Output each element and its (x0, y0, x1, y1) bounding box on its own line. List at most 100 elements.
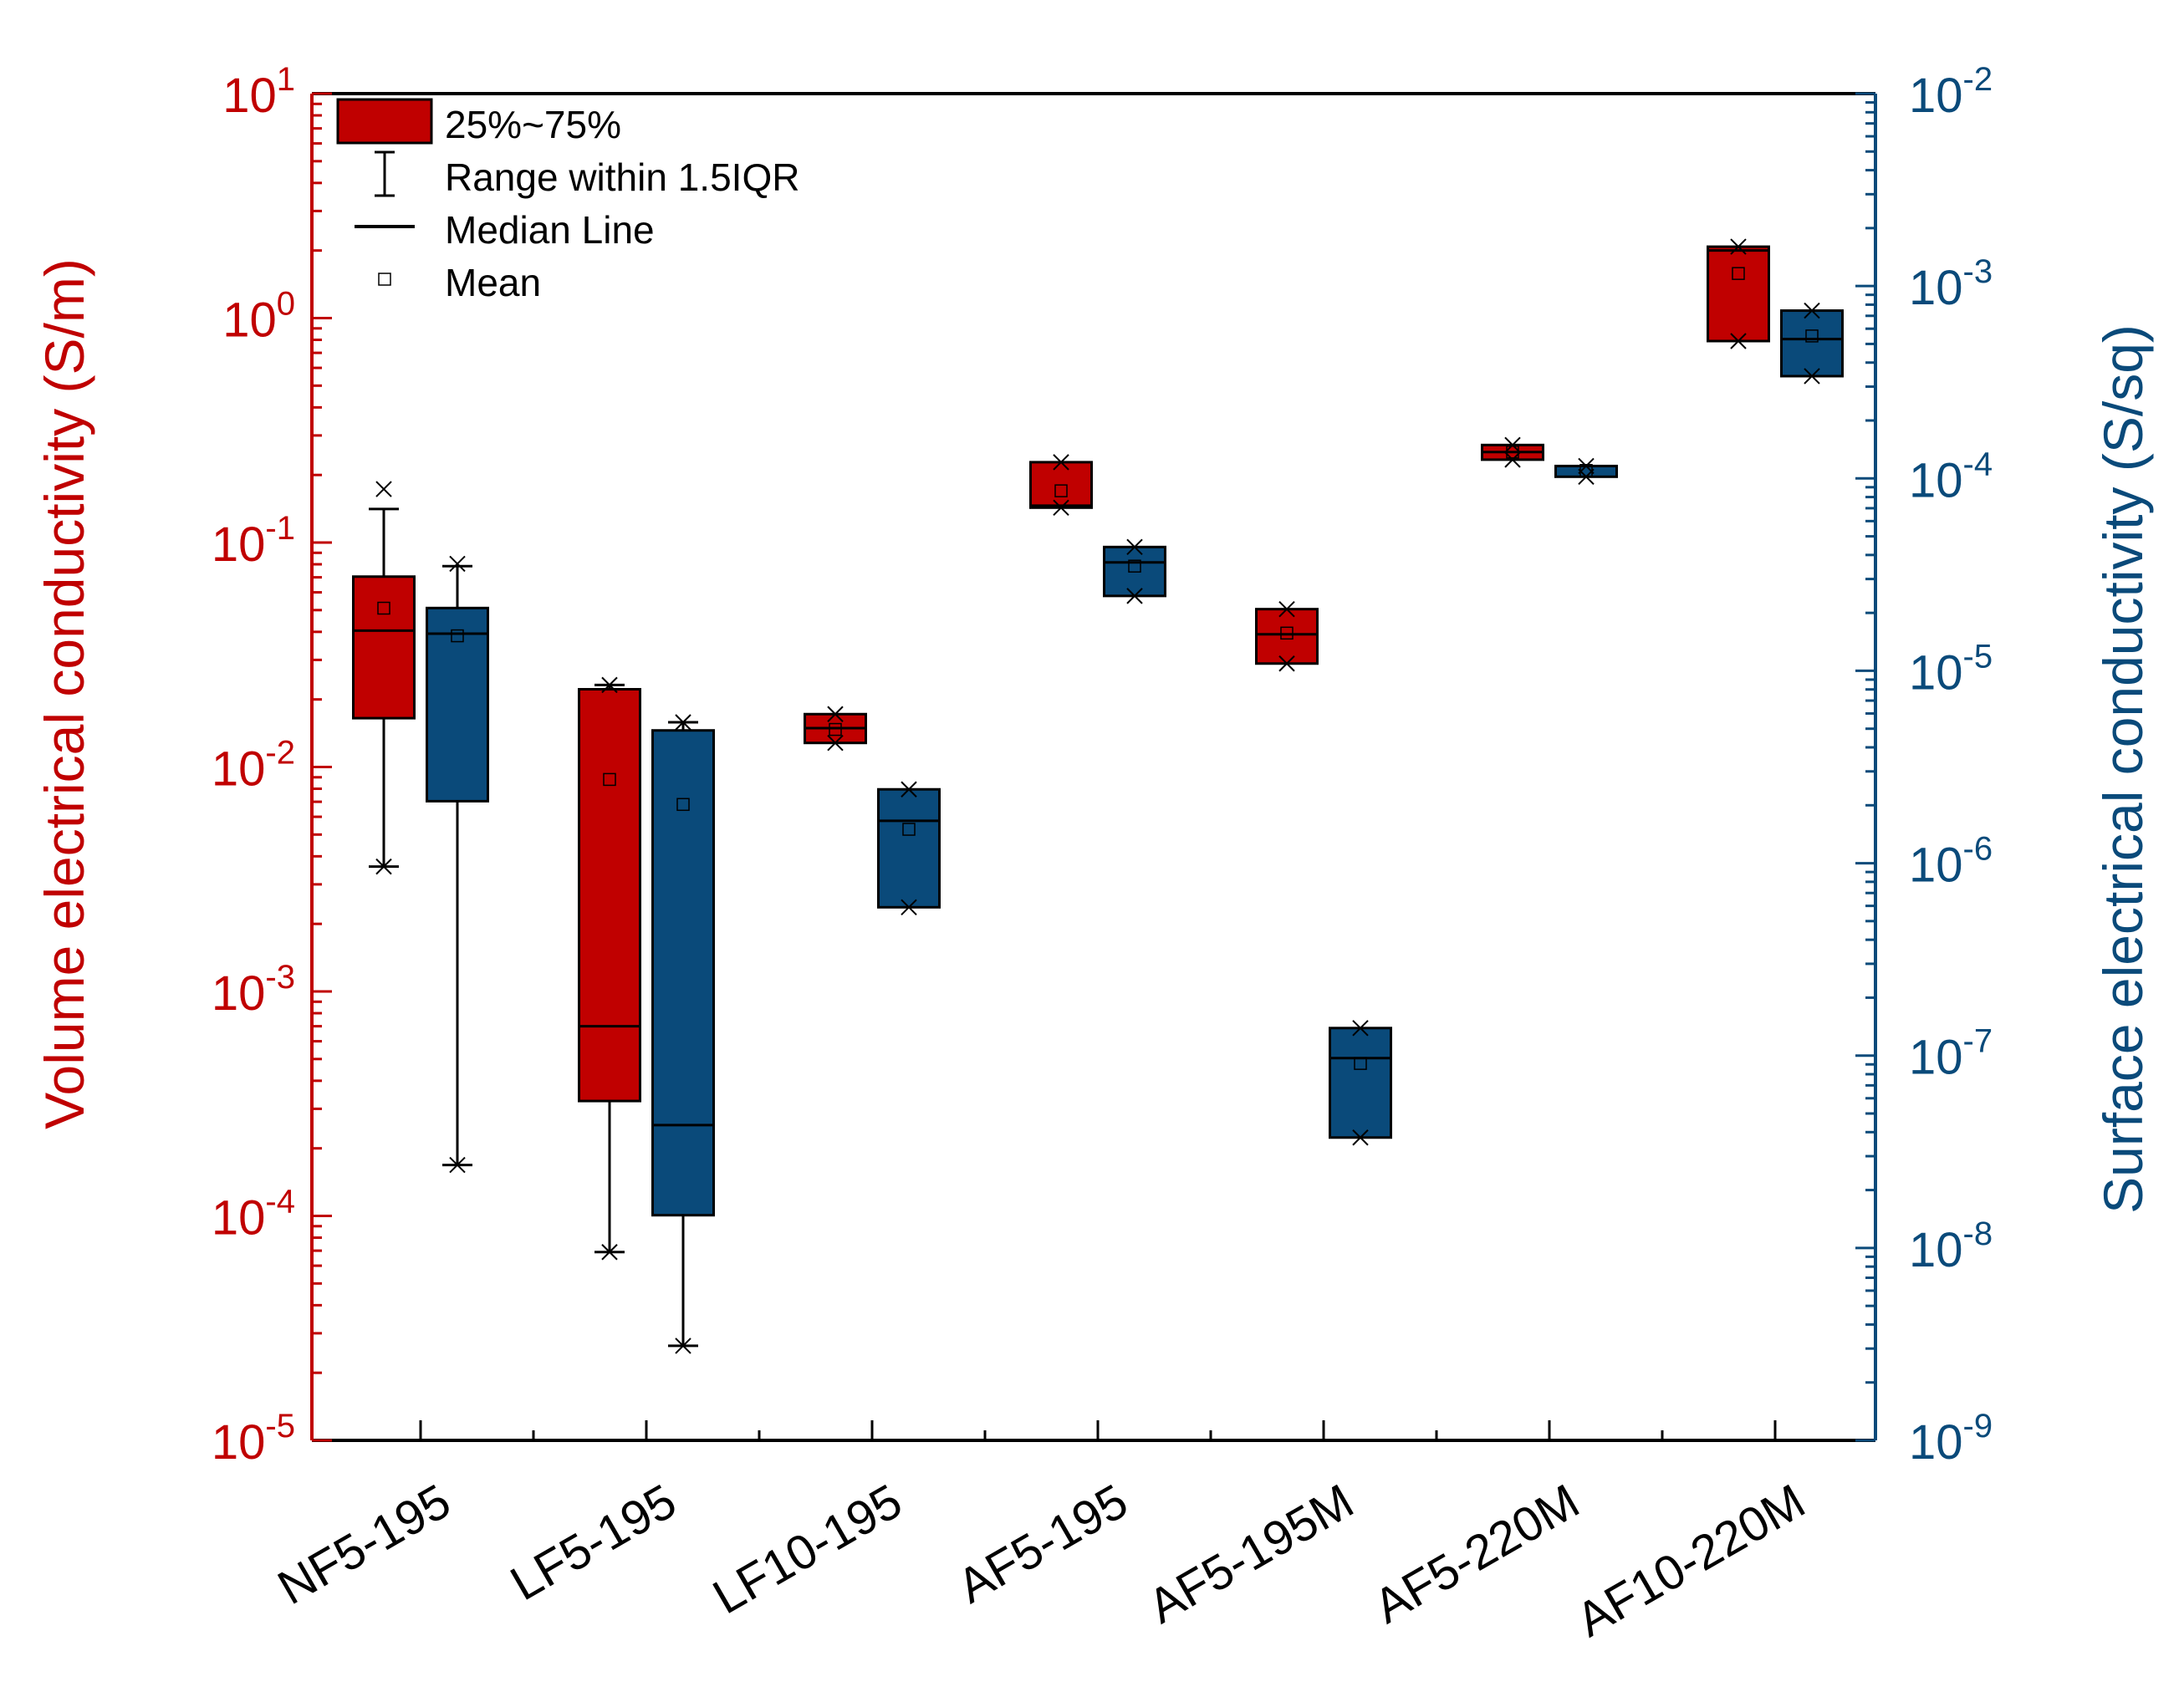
max-marker (601, 676, 618, 694)
iqr-box (1707, 245, 1770, 343)
max-marker (675, 714, 691, 731)
box-left-LF10-195 (804, 706, 867, 752)
legend: 25%~75% Range within 1.5IQR Median Line Mea… (336, 98, 799, 304)
box-right-AF5-220M (1554, 457, 1618, 486)
left-tick-label: 10-1 (212, 510, 295, 572)
left-tick-label: 100 (222, 286, 295, 348)
legend-label: 25%~75% (445, 103, 621, 146)
mean-marker (603, 772, 616, 787)
mean-marker (1506, 446, 1519, 459)
legend-label: Median Line (445, 208, 655, 252)
left-tick-label: 101 (222, 61, 295, 123)
max-marker (1126, 538, 1143, 556)
min-marker (1126, 588, 1143, 604)
min-marker (1053, 499, 1069, 516)
left-tick-label: 10-5 (212, 1408, 295, 1470)
max-marker (901, 781, 917, 798)
max-marker (1578, 457, 1595, 475)
min-marker (1504, 451, 1521, 468)
max-marker (375, 481, 392, 497)
mean-marker (377, 601, 390, 615)
mean-marker (1732, 267, 1745, 280)
legend-item-box: 25%~75% (336, 98, 621, 146)
max-marker (1730, 238, 1747, 255)
box-right-LF10-195 (877, 781, 941, 916)
box-left-AF5-220M (1481, 436, 1544, 468)
min-marker (375, 858, 392, 875)
right-tick-label: 10-6 (1909, 831, 1993, 893)
max-marker (1278, 600, 1295, 618)
box-right-AF10-220M (1780, 302, 1844, 385)
box-right-LF5-195 (651, 714, 715, 1354)
right-tick-label: 10-3 (1909, 253, 1993, 315)
min-marker (1730, 333, 1747, 349)
mean-marker (829, 722, 842, 736)
iqr-box (1329, 1027, 1392, 1139)
x-tick-label: AF5-220M (1365, 1474, 1588, 1634)
box-left-AF10-220M (1707, 238, 1770, 349)
max-marker (1053, 454, 1069, 471)
right-tick-label: 10-7 (1909, 1023, 1993, 1085)
right-tick-label: 10-2 (1909, 61, 1993, 123)
left-tick-label: 10-4 (212, 1184, 295, 1246)
min-marker (1352, 1129, 1369, 1146)
box-left-NF5-195 (352, 481, 416, 875)
mean-marker (676, 798, 690, 812)
right-tick-label: 10-4 (1909, 446, 1993, 507)
legend-mean-swatch (378, 273, 391, 286)
x-tick-label: LF10-195 (704, 1474, 911, 1624)
x-tick-label: AF5-195 (948, 1474, 1136, 1614)
box-right-AF5-195M (1329, 1020, 1392, 1146)
iqr-box (1554, 464, 1618, 478)
mean-marker (1280, 626, 1294, 640)
right-tick-label: 10-5 (1909, 638, 1993, 700)
legend-label: Range within 1.5IQR (445, 155, 799, 199)
left-axis-label: Volume electrical conductivity (S/m) (33, 258, 95, 1129)
legend-label: Mean (445, 261, 541, 304)
legend-item-mean: Mean (378, 261, 541, 304)
box-right-AF5-195 (1103, 538, 1166, 604)
left-tick-label: 10-3 (212, 959, 295, 1021)
min-marker (827, 735, 844, 752)
min-marker (601, 1244, 618, 1261)
legend-item-whisker: Range within 1.5IQR (375, 150, 799, 199)
legend-item-median: Median Line (355, 208, 655, 252)
iqr-box (877, 787, 941, 909)
x-tick-label: NF5-195 (269, 1474, 460, 1615)
box-left-AF5-195M (1255, 600, 1319, 672)
max-marker (827, 706, 844, 722)
max-marker (1504, 436, 1521, 454)
max-marker (1804, 302, 1820, 319)
mean-marker (1805, 329, 1819, 343)
min-marker (1278, 655, 1295, 672)
min-marker (1804, 368, 1820, 385)
legend-box-swatch (336, 98, 433, 145)
iqr-box (426, 606, 489, 803)
box-right-NF5-195 (426, 555, 489, 1174)
mean-marker (451, 629, 464, 643)
x-tick-label: AF5-195M (1139, 1474, 1362, 1634)
box-left-LF5-195 (578, 676, 641, 1261)
iqr-box (352, 575, 416, 720)
iqr-box (578, 688, 641, 1103)
x-tick-label: LF5-195 (502, 1474, 686, 1611)
right-axis-label: Surface electrical conductivity (S/sq) (2092, 324, 2154, 1214)
x-tick-label: AF10-220M (1568, 1474, 1814, 1648)
box-left-AF5-195 (1029, 454, 1093, 516)
iqr-box (651, 729, 715, 1217)
mean-marker (902, 823, 916, 836)
boxes-layer (352, 238, 1844, 1354)
right-tick-label: 10-9 (1909, 1408, 1993, 1470)
iqr-box (1780, 309, 1844, 378)
min-marker (449, 1156, 466, 1174)
mean-marker (1054, 484, 1068, 497)
min-marker (901, 899, 917, 916)
right-tick-label: 10-8 (1909, 1215, 1993, 1277)
max-marker (449, 555, 466, 573)
max-marker (1352, 1020, 1369, 1037)
mean-marker (1354, 1057, 1367, 1070)
mean-marker (1128, 559, 1141, 573)
min-marker (675, 1338, 691, 1354)
left-tick-label: 10-2 (212, 735, 295, 797)
